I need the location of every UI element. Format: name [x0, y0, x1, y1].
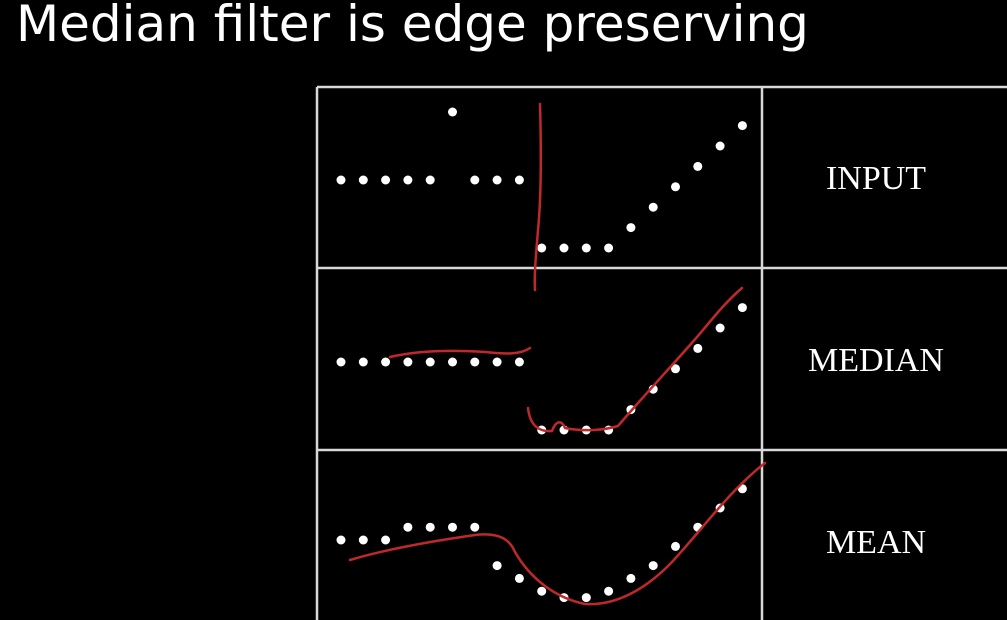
- input-dot: [604, 243, 614, 253]
- mean-dot: [537, 586, 547, 596]
- input-dot: [559, 243, 569, 253]
- input-dot: [381, 175, 391, 185]
- mean-dot: [514, 573, 524, 583]
- grid: [315, 85, 1007, 620]
- mean-dot: [626, 573, 636, 583]
- median-dot: [514, 357, 524, 367]
- edge-marker-stroke: [533, 102, 543, 292]
- median-dot: [381, 357, 391, 367]
- input-dot: [403, 175, 413, 185]
- median-dot: [470, 357, 480, 367]
- median-left-trace: [388, 346, 532, 359]
- mean-dot: [604, 586, 614, 596]
- median-dots: [336, 303, 747, 435]
- median-dot: [336, 357, 346, 367]
- input-dot: [737, 121, 747, 131]
- row-label-median: MEDIAN: [808, 342, 944, 379]
- mean-dot: [648, 561, 658, 571]
- input-dot: [336, 175, 346, 185]
- mean-dot: [403, 522, 413, 532]
- input-dot: [581, 243, 591, 253]
- mean-dot: [381, 535, 391, 545]
- input-dot: [537, 243, 547, 253]
- input-dot: [715, 141, 725, 151]
- slide-title: Median filter is edge preserving: [16, 0, 809, 53]
- mean-dot: [425, 522, 435, 532]
- mean-dot: [358, 535, 368, 545]
- mean-dot: [448, 522, 457, 532]
- input-dot: [425, 175, 435, 185]
- median-dot: [737, 303, 747, 313]
- row-label-mean: MEAN: [826, 524, 926, 561]
- input-dot: [514, 175, 524, 185]
- mean-trace: [348, 461, 767, 606]
- input-dot: [626, 223, 636, 233]
- mean-dot: [336, 535, 346, 545]
- handwritten-annotations: [348, 102, 767, 606]
- input-dot: [693, 161, 703, 171]
- mean-dot: [492, 561, 502, 571]
- median-dot: [358, 357, 368, 367]
- median-dot: [425, 357, 435, 367]
- median-dot: [403, 357, 413, 367]
- median-dot: [448, 357, 457, 367]
- mean-dot: [671, 541, 680, 551]
- input-dot: [470, 175, 480, 185]
- median-dot: [671, 364, 680, 374]
- median-dot: [492, 357, 502, 367]
- input-dot: [492, 175, 502, 185]
- input-dot: [671, 182, 680, 192]
- input-dot: [648, 202, 658, 212]
- row-label-input: INPUT: [826, 160, 926, 197]
- input-dots: [336, 107, 747, 253]
- mean-dot: [581, 593, 591, 603]
- median-dot: [715, 323, 725, 333]
- mean-dot: [470, 522, 480, 532]
- median-right-trace: [526, 286, 744, 433]
- input-dot: [358, 175, 368, 185]
- input-dot: [448, 107, 457, 117]
- median-dot: [693, 343, 703, 353]
